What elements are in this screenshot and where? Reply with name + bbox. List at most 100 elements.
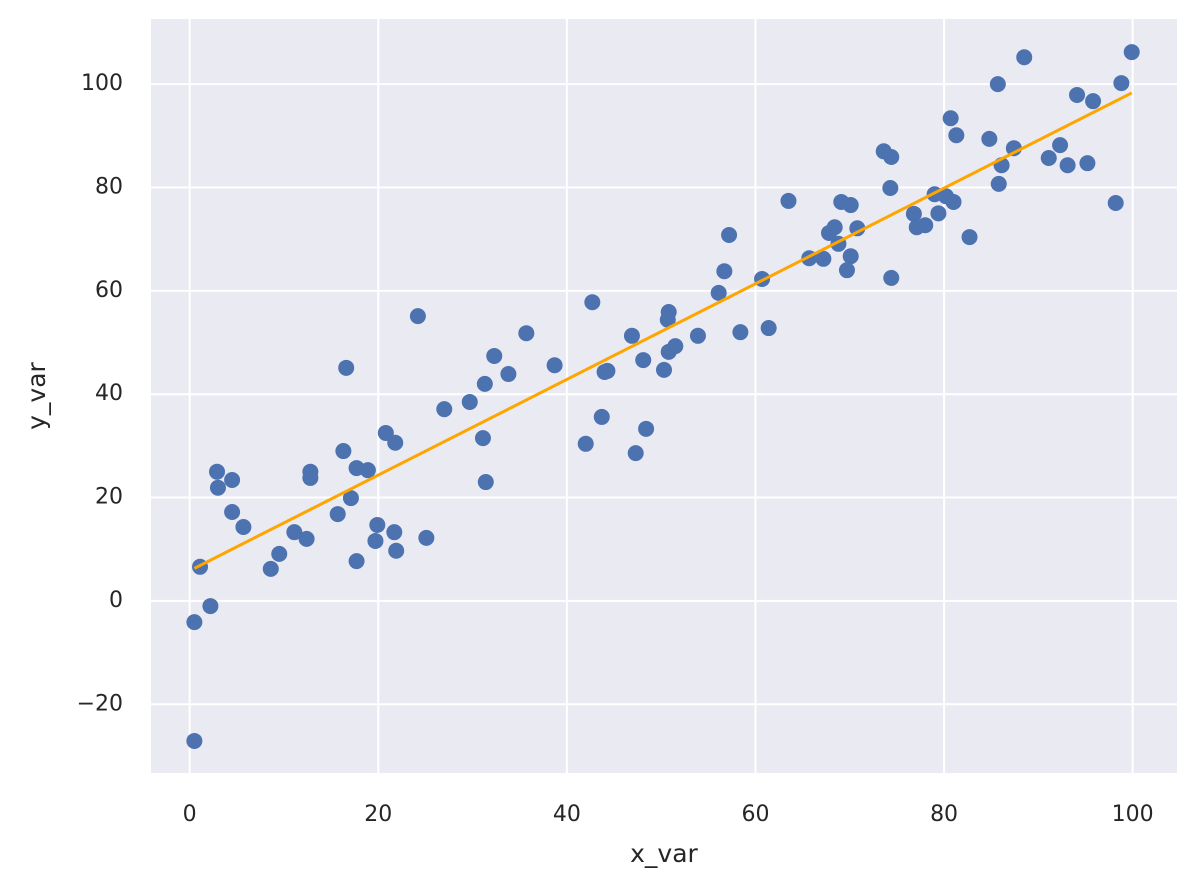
scatter-point [388,542,405,559]
scatter-point [186,614,203,631]
plot-area [151,19,1177,773]
scatter-point [961,229,978,246]
scatter-point [476,375,493,392]
scatter-point [486,347,503,364]
scatter-point [359,462,376,479]
x-axis-label: x_var [630,839,698,868]
scatter-point [1085,93,1102,110]
x-tick-label: 80 [930,802,958,827]
scatter-point [732,324,749,341]
scatter-point [386,524,403,541]
scatter-point [387,434,404,451]
scatter-point [224,471,241,488]
scatter-point [1069,86,1086,103]
scatter-point [335,443,352,460]
scatter-point [981,130,998,147]
scatter-point [990,175,1007,192]
scatter-point [883,269,900,286]
scatter-point [1059,157,1076,174]
scatter-point [577,435,594,452]
scatter-point [369,516,386,533]
scatter-point [905,205,922,222]
scatter-point [716,263,733,280]
scatter-point [838,262,855,279]
y-tick-label: 80 [95,174,123,199]
scatter-point [302,463,319,480]
scatter-point [883,148,900,165]
scatter-point [202,598,219,615]
x-tick-label: 0 [183,802,197,827]
y-axis-label: y_var [22,361,51,429]
scatter-point [826,219,843,236]
y-tick-label: 0 [109,588,123,613]
y-tick-label: 60 [95,278,123,303]
scatter-point [842,197,859,214]
scatter-point [436,401,453,418]
scatter-point [409,308,426,325]
scatter-point [418,529,435,546]
scatter-point [209,479,226,496]
scatter-point [930,205,947,222]
y-tick-label: 100 [81,71,123,96]
scatter-point [209,463,226,480]
scatter-point [298,530,315,547]
scatter-point [224,504,241,521]
scatter-point [593,408,610,425]
scatter-point [882,179,899,196]
scatter-point [760,320,777,337]
scatter-point [338,359,355,376]
scatter-point [348,553,365,570]
scatter-point [584,294,601,311]
scatter-point [638,420,655,437]
x-tick-label: 60 [741,802,769,827]
scatter-point [721,227,738,244]
scatter-point [235,519,252,536]
regression-line [193,91,1133,570]
scatter-point [367,532,384,549]
y-tick-label: 40 [95,381,123,406]
scatter-point [945,193,962,210]
scatter-point [1052,137,1069,154]
scatter-point [518,325,535,342]
scatter-point [474,430,491,447]
scatter-point [780,192,797,209]
scatter-point [186,732,203,749]
scatter-point [1123,44,1140,61]
x-tick-label: 100 [1112,802,1154,827]
scatter-point [329,506,346,523]
scatter-point [1107,194,1124,211]
scatter-point [660,304,677,321]
scatter-point [599,362,616,379]
scatter-point [546,357,563,374]
scatter-point [989,76,1006,93]
x-tick-label: 40 [553,802,581,827]
scatter-point [627,445,644,462]
y-tick-label: 20 [95,485,123,510]
scatter-point [942,110,959,127]
scatter-point [689,327,706,344]
scatter-point [623,327,640,344]
x-tick-label: 20 [364,802,392,827]
scatter-point [1113,75,1130,92]
scatter-point [271,545,288,562]
scatter-point [1016,49,1033,66]
scatter-point [477,474,494,491]
scatter-point [342,490,359,507]
scatter-point [667,338,684,355]
scatter-point [262,560,279,577]
scatter-point [656,361,672,378]
scatter-point [917,217,934,234]
scatter-point [948,127,965,144]
y-tick-label: −20 [77,691,123,716]
scatter-point [815,250,832,267]
scatter-point [1079,155,1096,172]
scatter-point [842,248,859,265]
scatter-point [286,524,303,541]
scatter-point [849,220,866,237]
scatter-point [635,352,652,369]
scatter-point [1040,150,1057,167]
scatter-point [461,393,478,410]
scatter-point [500,366,517,383]
scatter-point [710,284,727,301]
